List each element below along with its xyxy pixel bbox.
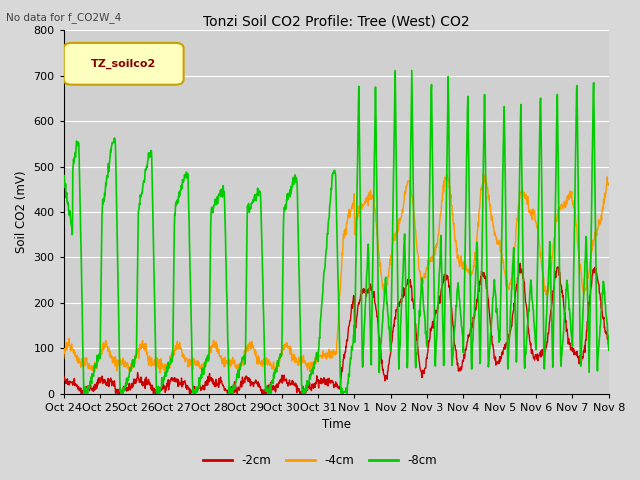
Y-axis label: Soil CO2 (mV): Soil CO2 (mV) [15, 171, 28, 253]
Text: No data for f_CO2W_4: No data for f_CO2W_4 [6, 12, 122, 23]
Text: TZ_soilco2: TZ_soilco2 [91, 59, 156, 69]
Title: Tonzi Soil CO2 Profile: Tree (West) CO2: Tonzi Soil CO2 Profile: Tree (West) CO2 [203, 15, 470, 29]
X-axis label: Time: Time [322, 419, 351, 432]
Legend: -2cm, -4cm, -8cm: -2cm, -4cm, -8cm [198, 449, 442, 472]
FancyBboxPatch shape [64, 43, 184, 84]
